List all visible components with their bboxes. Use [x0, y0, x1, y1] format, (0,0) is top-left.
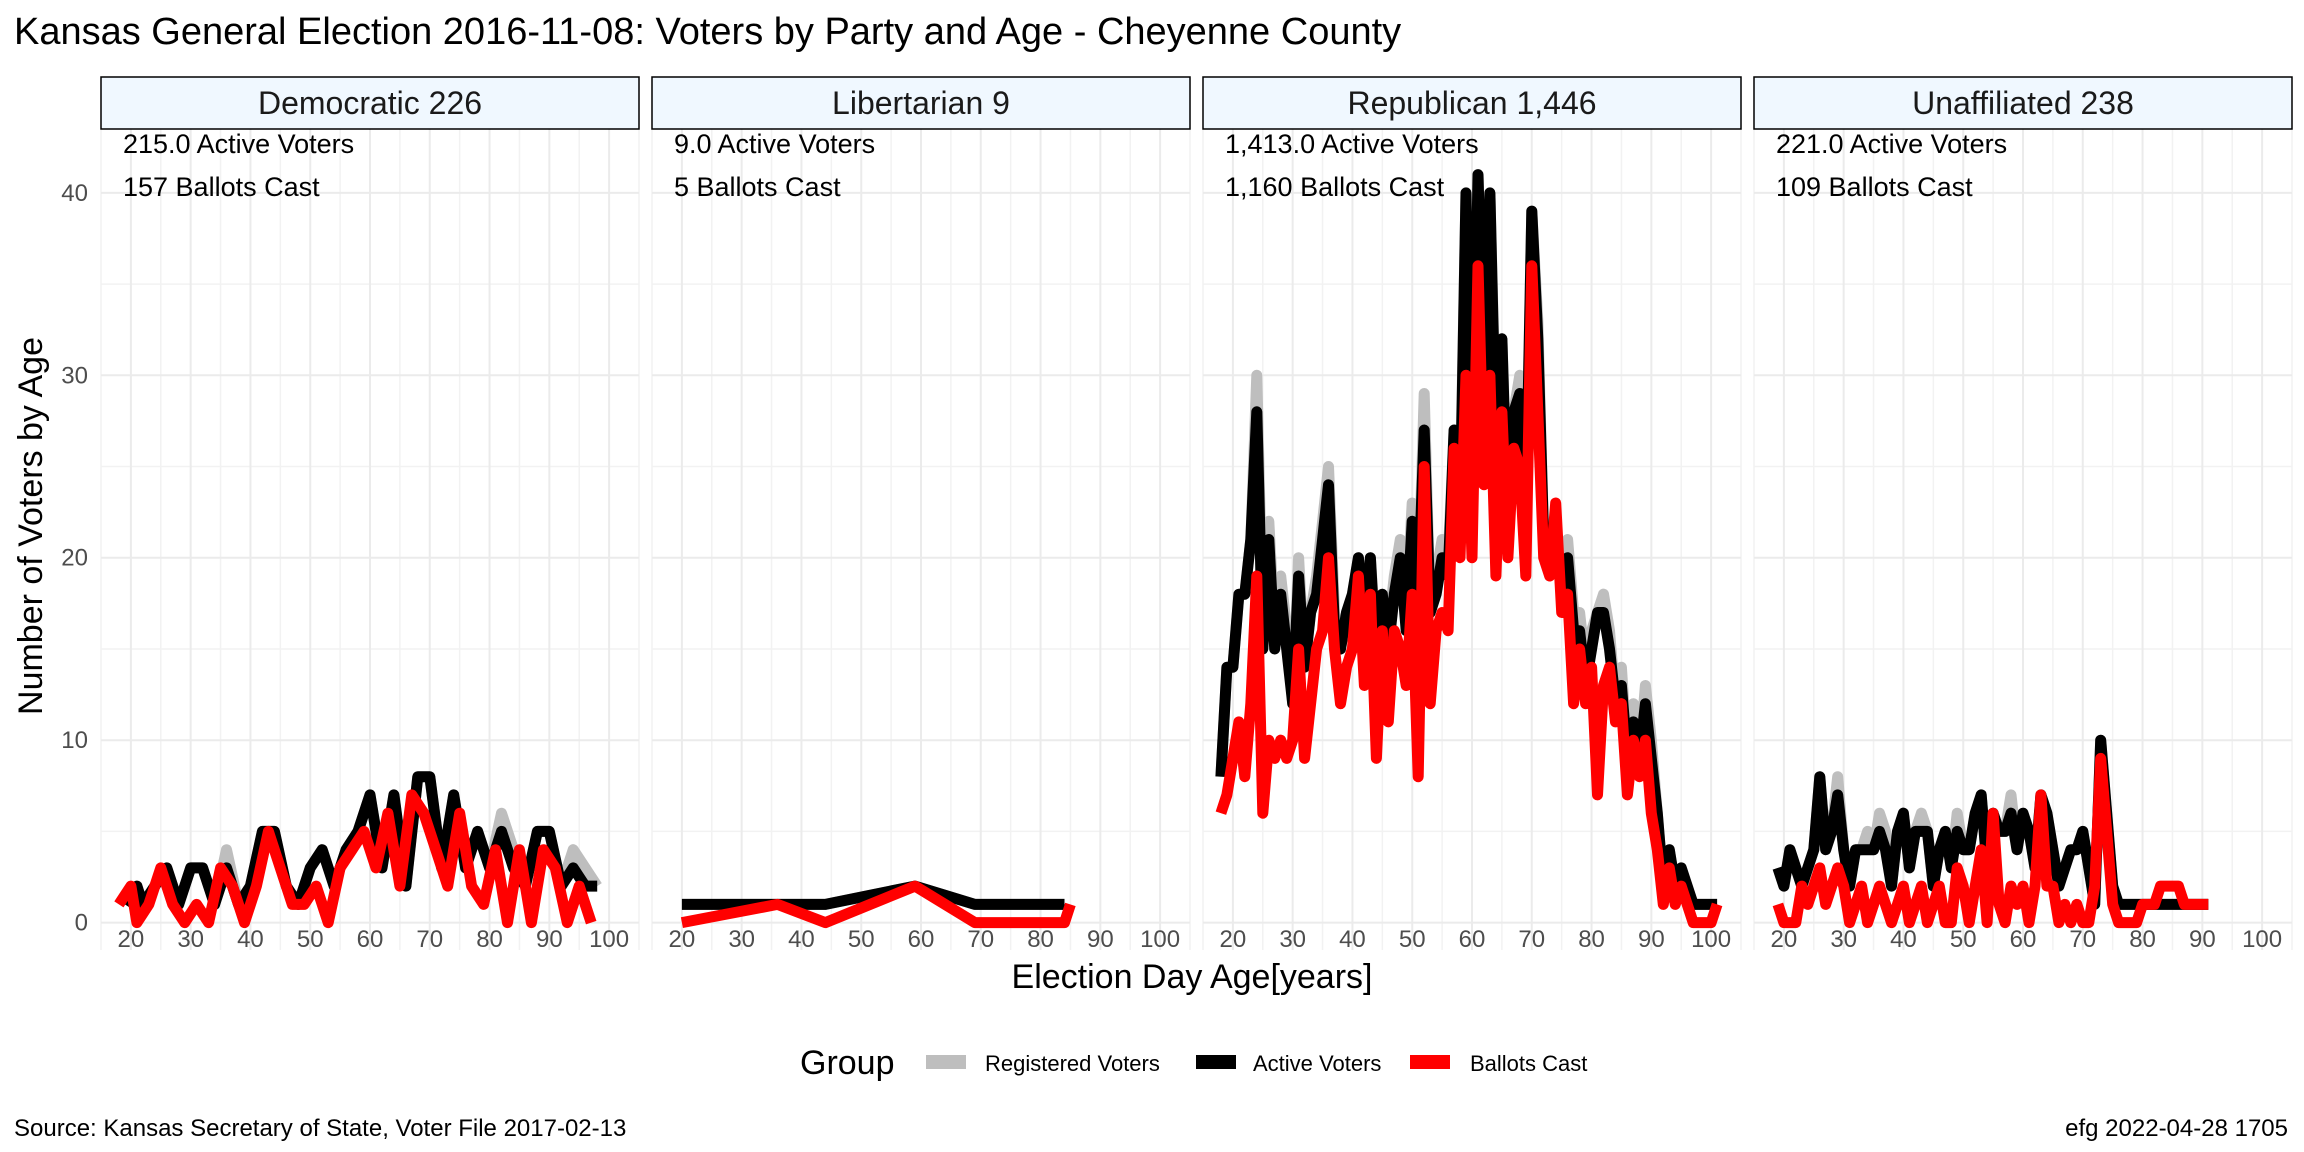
facet-strip-label: Libertarian 9: [832, 85, 1010, 121]
x-tick-label: 60: [357, 926, 384, 953]
facet-strip: [1753, 76, 2293, 130]
x-tick-label: 80: [2129, 926, 2156, 953]
x-tick-label: 90: [1087, 926, 1114, 953]
x-tick-label: 80: [476, 926, 503, 953]
active-voters-annotation: 1,413.0 Active Voters: [1225, 129, 1479, 159]
ballots-cast-annotation: 109 Ballots Cast: [1776, 172, 1973, 202]
x-tick-label: 40: [237, 926, 264, 953]
x-tick-label: 30: [1830, 926, 1857, 953]
source-caption: Source: Kansas Secretary of State, Voter…: [14, 1115, 626, 1142]
x-tick-label: 90: [536, 926, 563, 953]
y-tick-labels: 0 10 20 30 40: [61, 180, 88, 937]
facet-strip: [100, 76, 640, 130]
active-voters-annotation: 221.0 Active Voters: [1776, 129, 2007, 159]
series-line-ballots-cast: [1215, 260, 1723, 929]
y-tick-label: 40: [61, 180, 88, 207]
x-tick-label: 50: [848, 926, 875, 953]
y-tick-label: 20: [61, 545, 88, 572]
x-tick-label: 60: [1459, 926, 1486, 953]
chart-title: Kansas General Election 2016-11-08: Vote…: [14, 11, 1401, 53]
facet-strip-label: Democratic 226: [258, 85, 482, 121]
legend-label-active: Active Voters: [1253, 1051, 1381, 1076]
x-tick-label: 30: [177, 926, 204, 953]
x-tick-label: 100: [2242, 926, 2282, 953]
facet-strip: [651, 76, 1191, 130]
legend: Group Registered Voters Active Voters Ba…: [800, 1044, 1587, 1082]
facet-strip-label: Republican 1,446: [1347, 85, 1596, 121]
series-line-active-voters: [681, 880, 1065, 910]
facet-panel: Democratic 226 215.0 Active Voters 157 Bal…: [100, 76, 640, 953]
facet-panel: Republican 1,446 1,413.0 Active Voters 1,1…: [1202, 76, 1742, 953]
x-tick-label: 90: [2189, 926, 2216, 953]
x-tick-label: 50: [1950, 926, 1977, 953]
x-tick-label: 60: [2010, 926, 2037, 953]
x-tick-label: 40: [1890, 926, 1917, 953]
x-axis-label: Election Day Age[years]: [1012, 958, 1373, 996]
x-tick-label: 80: [1578, 926, 1605, 953]
x-tick-label: 70: [1518, 926, 1545, 953]
active-voters-annotation: 215.0 Active Voters: [123, 129, 354, 159]
x-tick-label: 70: [416, 926, 443, 953]
x-tick-label: 90: [1638, 926, 1665, 953]
x-tick-label: 30: [1279, 926, 1306, 953]
y-axis-label: Number of Voters by Age: [12, 337, 50, 715]
x-tick-label: 70: [967, 926, 994, 953]
legend-label-registered: Registered Voters: [985, 1051, 1160, 1076]
x-tick-label: 20: [1771, 926, 1798, 953]
x-tick-label: 20: [669, 926, 696, 953]
active-voters-annotation: 9.0 Active Voters: [674, 129, 875, 159]
x-tick-label: 50: [1399, 926, 1426, 953]
ballots-cast-annotation: 5 Ballots Cast: [674, 172, 841, 202]
x-tick-label: 20: [118, 926, 145, 953]
facet-strip: [1202, 76, 1742, 130]
x-tick-label: 100: [589, 926, 629, 953]
facet-panels: Democratic 226 215.0 Active Voters 157 Bal…: [100, 76, 2293, 953]
x-tick-label: 100: [1140, 926, 1180, 953]
legend-label-ballots: Ballots Cast: [1470, 1051, 1587, 1076]
y-tick-label: 10: [61, 727, 88, 754]
series-line-ballots-cast: [114, 789, 597, 929]
x-tick-label: 20: [1220, 926, 1247, 953]
y-tick-label: 0: [75, 910, 88, 937]
x-tick-label: 70: [2069, 926, 2096, 953]
x-tick-label: 80: [1027, 926, 1054, 953]
x-tick-label: 50: [297, 926, 324, 953]
facet-strip-label: Unaffiliated 238: [1912, 85, 2134, 121]
legend-title: Group: [800, 1044, 895, 1082]
ballots-cast-annotation: 1,160 Ballots Cast: [1225, 172, 1445, 202]
ballots-cast-annotation: 157 Ballots Cast: [123, 172, 320, 202]
x-tick-label: 30: [728, 926, 755, 953]
x-tick-label: 40: [1339, 926, 1366, 953]
facet-panel: Unaffiliated 238 221.0 Active Voters 109 B…: [1753, 76, 2293, 953]
facet-panel: Libertarian 9 9.0 Active Voters 5 Ballots …: [651, 76, 1191, 953]
credit-caption: efg 2022-04-28 1705: [2065, 1115, 2288, 1142]
x-tick-label: 60: [908, 926, 935, 953]
series-line-ballots-cast: [680, 880, 1076, 929]
series-line-ballots-cast: [1772, 752, 2209, 929]
y-tick-label: 30: [61, 362, 88, 389]
x-tick-label: 100: [1691, 926, 1731, 953]
x-tick-label: 40: [788, 926, 815, 953]
